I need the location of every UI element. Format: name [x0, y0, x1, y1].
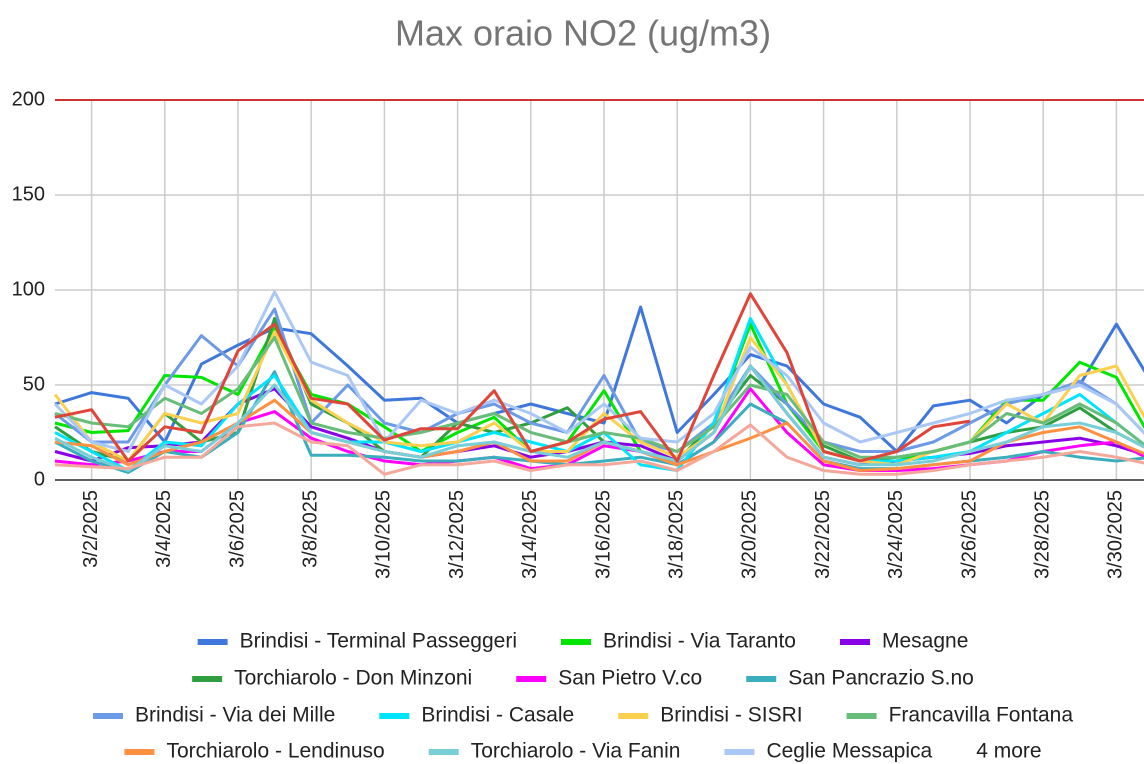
- legend-label: Torchiarolo - Lendinuso: [166, 740, 384, 763]
- x-tick-label: 3/26/2025: [958, 490, 980, 579]
- x-tick-label: 3/12/2025: [446, 490, 468, 579]
- legend-label: Brindisi - Casale: [421, 704, 574, 727]
- grid: [55, 99, 1144, 481]
- x-tick-label: 3/24/2025: [885, 490, 907, 579]
- labels: 0 50 100 150 200 3/2/2025 3/4/2025 3/6/2025 3/8/…: [12, 88, 1127, 579]
- x-tick-label: 3/4/2025: [153, 490, 175, 568]
- series-line: [54, 336, 1144, 459]
- legend-label: Ceglie Messapica: [766, 740, 932, 763]
- legend-label: Brindisi - Terminal Passeggeri: [240, 630, 517, 653]
- legend-label: Brindisi - Via Taranto: [603, 630, 796, 653]
- series-line: [54, 292, 971, 463]
- x-tick-label: 3/2/2025: [80, 490, 102, 568]
- legend-label: Mesagne: [882, 630, 968, 653]
- series-line: [53, 290, 1144, 453]
- series-line: [54, 305, 1144, 453]
- y-tick-label: 150: [12, 183, 45, 205]
- legend-label: Brindisi - Via dei Mille: [135, 704, 335, 727]
- legend-label: San Pietro V.co: [558, 667, 702, 690]
- x-tick-label: 3/10/2025: [373, 490, 395, 579]
- x-tick-label: 3/8/2025: [299, 490, 321, 568]
- series-line: [54, 364, 1144, 472]
- x-tick-label: 3/20/2025: [739, 490, 761, 579]
- lines: [53, 290, 1144, 476]
- x-tick-label: 3/6/2025: [226, 490, 248, 568]
- y-tick-label: 50: [23, 373, 45, 395]
- x-tick-label: 3/28/2025: [1031, 490, 1053, 579]
- chart-title: Max oraio NO2 (ug/m3): [395, 13, 771, 54]
- x-tick-label: 3/22/2025: [812, 490, 834, 579]
- legend-more: 4 more: [976, 740, 1041, 763]
- legend-label: Torchiarolo - Via Fanin: [471, 740, 681, 763]
- series-line: [54, 421, 1144, 476]
- legend-label: Brindisi - SISRI: [660, 704, 802, 727]
- x-tick-label: 3/14/2025: [519, 490, 541, 579]
- x-tick-label: 3/16/2025: [592, 490, 614, 579]
- y-tick-label: 200: [12, 88, 45, 110]
- legend: Brindisi - Terminal Passeggeri Brindisi -…: [92, 630, 1074, 763]
- legend-label: Torchiarolo - Don Minzoni: [234, 667, 472, 690]
- legend-label: Francavilla Fontana: [889, 704, 1074, 727]
- legend-label: San Pancrazio S.no: [788, 667, 974, 690]
- x-tick-label: 3/30/2025: [1105, 490, 1127, 579]
- y-tick-label: 0: [34, 468, 45, 490]
- y-tick-label: 100: [12, 278, 45, 300]
- x-tick-label: 3/18/2025: [665, 490, 687, 579]
